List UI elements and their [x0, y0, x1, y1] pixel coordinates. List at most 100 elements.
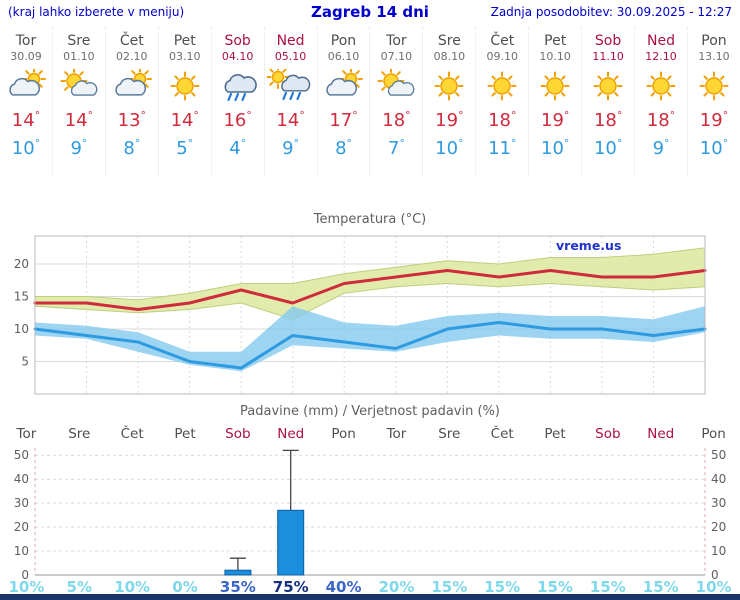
svg-text:10: 10 — [14, 322, 29, 336]
temp-max: 19° — [699, 109, 729, 132]
temp-max: 14° — [64, 109, 94, 132]
precip-day-label: Pet — [174, 426, 196, 442]
precip-day-labels: Tor Sre Čet Pet Sob Ned Pon Tor Sre Čet Pet Sob Ned P… — [0, 426, 740, 442]
temp-max: 18° — [593, 109, 623, 132]
day-date: 04.10 — [221, 50, 254, 64]
precip-probability: 15% — [589, 578, 626, 596]
precip-chart-title: Padavine (mm) / Verjetnost padavin (%) — [240, 404, 500, 419]
day-name: Pet — [544, 33, 567, 49]
day-date: 12.10 — [645, 50, 677, 64]
svg-text:50: 50 — [14, 448, 29, 462]
day-column: Čet 09.10 18° 11° — [476, 27, 530, 175]
temp-min: 9° — [652, 137, 670, 160]
temp-min: 9° — [282, 137, 299, 160]
precip-day-label: Čet — [490, 426, 514, 442]
day-name: Pon — [330, 33, 357, 49]
svg-text:15: 15 — [14, 290, 29, 304]
top-bar: (kraj lahko izberete v meniju) Zagreb 14… — [0, 0, 740, 26]
precip-bar — [224, 569, 252, 576]
day-column: Sre 01.10 14° 9° — [53, 27, 106, 175]
temp-max: 14° — [11, 109, 41, 132]
day-date: 09.10 — [486, 50, 519, 64]
svg-text:40: 40 — [14, 472, 29, 486]
precip-day-label: Pon — [701, 426, 726, 442]
precip-probability: 10% — [114, 578, 151, 596]
day-name: Pet — [173, 33, 196, 49]
temp-max: 19° — [541, 109, 570, 132]
precip-day-label: Pet — [544, 426, 566, 442]
day-name: Tor — [15, 33, 37, 49]
svg-text:10: 10 — [711, 544, 726, 558]
svg-text:0: 0 — [711, 568, 719, 582]
watermark-link[interactable]: vreme.us — [556, 238, 621, 253]
precip-day-label: Sob — [225, 426, 251, 442]
day-forecast-strip: Tor 30.09 14° 10° Sre 01.10 14° 9° Čet 02.10 13° 8°… — [0, 27, 740, 175]
precip-day-label: Sob — [595, 426, 621, 442]
svg-text:40: 40 — [711, 472, 726, 486]
precip-probability: 10% — [695, 578, 732, 596]
day-name: Čet — [119, 33, 144, 49]
precip-day-label: Sre — [68, 426, 91, 442]
precip-probability: 0% — [172, 578, 198, 596]
svg-text:20: 20 — [14, 257, 29, 271]
precip-bar — [277, 509, 305, 576]
day-date: 07.10 — [380, 50, 413, 64]
day-name: Čet — [490, 33, 515, 49]
partly-sunny-icon — [370, 66, 422, 106]
temp-min: 7° — [387, 137, 405, 160]
sunny-icon — [529, 66, 581, 106]
temp-max: 18° — [646, 109, 676, 132]
day-column: Tor 30.09 14° 10° — [0, 27, 53, 175]
mostly-cloudy-icon — [0, 66, 52, 106]
temp-max: 18° — [488, 109, 517, 132]
svg-text:20: 20 — [14, 520, 29, 534]
svg-text:30: 30 — [14, 496, 29, 510]
day-name: Sre — [437, 33, 461, 49]
day-date: 30.09 — [10, 50, 42, 64]
svg-text:0: 0 — [21, 568, 29, 582]
precip-day-label: Tor — [16, 426, 37, 442]
day-column: Sob 11.10 18° 10° — [582, 27, 636, 175]
temp-min: 9° — [70, 137, 88, 160]
day-date: 05.10 — [274, 50, 307, 64]
temp-min: 10° — [593, 137, 623, 160]
day-column: Pon 13.10 19° 10° — [688, 27, 740, 175]
temp-min: 10° — [541, 137, 570, 160]
mostly-cloudy-icon — [106, 66, 158, 106]
precip-day-label: Sre — [438, 426, 461, 442]
day-date: 10.10 — [539, 50, 571, 64]
temp-min: 5° — [176, 137, 194, 160]
precip-day-label: Čet — [120, 426, 144, 442]
day-name: Pon — [701, 33, 727, 49]
sunny-icon — [423, 66, 475, 106]
day-name: Sob — [224, 33, 251, 49]
menu-hint: (kraj lahko izberete v meniju) — [8, 5, 185, 19]
day-date: 13.10 — [698, 50, 730, 64]
day-name: Ned — [276, 33, 305, 49]
sunny-icon — [159, 66, 211, 106]
day-column: Sob 04.10 16° 4° — [212, 27, 265, 175]
day-date: 01.10 — [63, 50, 95, 64]
temperature-chart: 5 10 15 20 vreme.us — [14, 235, 707, 395]
precip-probability: 35% — [219, 578, 256, 596]
temp-max: 17° — [329, 109, 358, 132]
day-column: Tor 07.10 18° 7° — [370, 27, 424, 175]
temp-max: 14° — [170, 109, 199, 132]
svg-text:20: 20 — [711, 520, 726, 534]
day-name: Tor — [386, 33, 407, 49]
precip-probability: 10% — [8, 578, 45, 596]
precip-probability: 15% — [431, 578, 468, 596]
precip-day-label: Pon — [331, 426, 356, 442]
precip-day-label: Tor — [386, 426, 407, 442]
day-column: Čet 02.10 13° 8° — [106, 27, 159, 175]
precip-day-label: Ned — [647, 426, 675, 442]
temp-chart-title: Temperatura (°C) — [313, 212, 427, 227]
rain-icon — [212, 66, 264, 106]
day-date: 11.10 — [592, 50, 624, 64]
day-name: Sre — [67, 33, 91, 49]
temp-min: 10° — [435, 137, 464, 160]
temp-min: 10° — [699, 137, 729, 160]
precip-probability: 75% — [272, 578, 309, 596]
temp-min: 4° — [229, 137, 247, 160]
precip-probability: 15% — [484, 578, 521, 596]
